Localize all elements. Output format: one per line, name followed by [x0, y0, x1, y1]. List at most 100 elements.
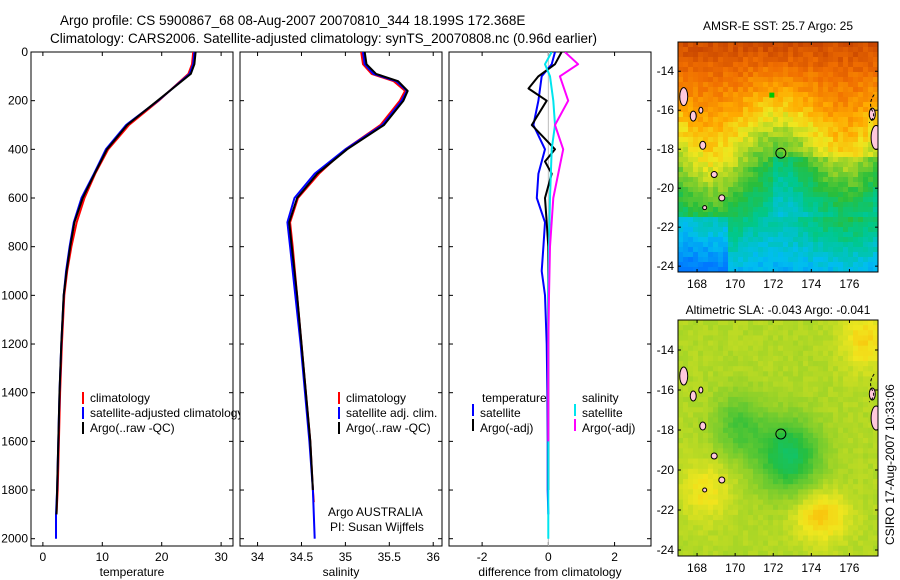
sst-map-cell [703, 92, 709, 98]
sst-map-cell [813, 132, 819, 138]
sst-map-cell [693, 152, 699, 158]
sla-map-cell [773, 386, 779, 393]
sla-map-cell [838, 432, 844, 439]
sla-map-cell [768, 386, 774, 393]
sla-map-cell [763, 350, 769, 357]
sst-map-cell [843, 267, 849, 272]
sla-map-cell [718, 438, 724, 444]
sla-map-cell [758, 514, 764, 521]
sst-map-cell [703, 182, 709, 188]
sla-map-cell [698, 345, 704, 352]
sst-map-cell [778, 67, 784, 73]
sla-map-cell [753, 494, 759, 501]
sst-map-cell [818, 102, 824, 108]
sst-map-cell [808, 202, 814, 208]
sla-map-cell [688, 335, 694, 342]
sla-map-cell [713, 340, 719, 347]
sla-map-cell [798, 381, 804, 388]
sst-map-cell [853, 142, 859, 148]
sst-map-cell [793, 162, 799, 168]
sst-map-cell [718, 72, 724, 78]
sla-map-cell [868, 520, 874, 526]
sla-map-cell [823, 386, 829, 393]
sla-map-cell [738, 438, 744, 444]
sst-map-cell [708, 142, 714, 148]
sst-map-cell [773, 122, 779, 128]
sla-map-cell [843, 402, 849, 408]
sst-map-cell [743, 257, 749, 263]
sla-map-cell [828, 320, 834, 326]
sla-map-cell [753, 432, 759, 439]
sla-map-cell [758, 355, 764, 362]
sst-map-cell [863, 97, 869, 103]
sla-map-cell [873, 494, 878, 501]
sst-map-cell [813, 227, 819, 233]
sla-map-cell [728, 479, 734, 485]
sla-map-cell [708, 535, 714, 542]
sst-map-cell [728, 87, 734, 93]
sst-map-cell [728, 227, 734, 233]
sla-map-cell [838, 422, 844, 429]
sst-map-cell [688, 142, 694, 148]
sla-map-cell [723, 530, 729, 537]
sst-map-cell [753, 82, 759, 88]
sst-map-cell [683, 177, 689, 183]
sla-map-cell [718, 361, 724, 367]
sst-map-cell [793, 97, 799, 103]
sst-map-cell [738, 187, 744, 193]
sla-map-cell [828, 530, 834, 537]
difference-xlabel: difference from climatology [478, 565, 621, 579]
sst-map-cell [703, 257, 709, 263]
sst-map-cell [778, 267, 784, 272]
sla-map-cell [733, 350, 739, 357]
sst-map-cell [743, 227, 749, 233]
sla-map-cell [783, 366, 789, 372]
sla-map-cell [718, 525, 724, 531]
sla-map-cell [713, 550, 719, 556]
sst-map-cell [758, 207, 764, 213]
sla-map-cell [873, 473, 878, 480]
sla-map-cell [773, 355, 779, 362]
sst-map-cell [798, 147, 804, 153]
sla-map-cell [803, 473, 809, 480]
sst-map-cell [838, 207, 844, 213]
sst-map-cell [698, 62, 704, 68]
sst-map-xtick-label: 172 [763, 277, 783, 291]
sla-map-cell [723, 458, 729, 465]
sst-map-cell [858, 207, 864, 213]
sla-map-cell [753, 525, 759, 531]
sla-map-cell [713, 330, 719, 336]
sla-map-cell [688, 535, 694, 542]
sst-map-cell [748, 217, 754, 223]
sst-map-cell [783, 112, 789, 118]
sla-map-cell [693, 473, 699, 480]
sla-map-cell [823, 545, 829, 552]
sst-map-cell [728, 252, 734, 258]
sla-map-cell [708, 345, 714, 352]
sla-map-cell [793, 438, 799, 444]
sla-map-cell [798, 371, 804, 378]
sst-map-cell [713, 262, 719, 268]
temperature-legend-label: Argo(..raw -QC) [90, 421, 175, 435]
sla-map-cell [793, 412, 799, 419]
sst-map-cell [763, 177, 769, 183]
sst-map-cell [688, 222, 694, 228]
sla-map-cell [788, 468, 794, 475]
sla-map-cell [738, 402, 744, 408]
sla-map-cell [818, 402, 824, 408]
sla-map-cell [693, 432, 699, 439]
sla-map-cell [853, 427, 859, 434]
sst-map-cell [838, 187, 844, 193]
sst-map-cell [788, 92, 794, 98]
sla-map-cell [813, 499, 819, 506]
sst-map-cell [853, 132, 859, 138]
sst-map-cell [693, 72, 699, 78]
sst-map-cell [693, 257, 699, 263]
sst-map-cell [733, 162, 739, 168]
sst-map-cell [848, 207, 854, 213]
sst-map-cell [758, 262, 764, 268]
sst-map-cell [688, 197, 694, 203]
sla-map-cell [793, 468, 799, 475]
sst-map-cell [688, 172, 694, 178]
